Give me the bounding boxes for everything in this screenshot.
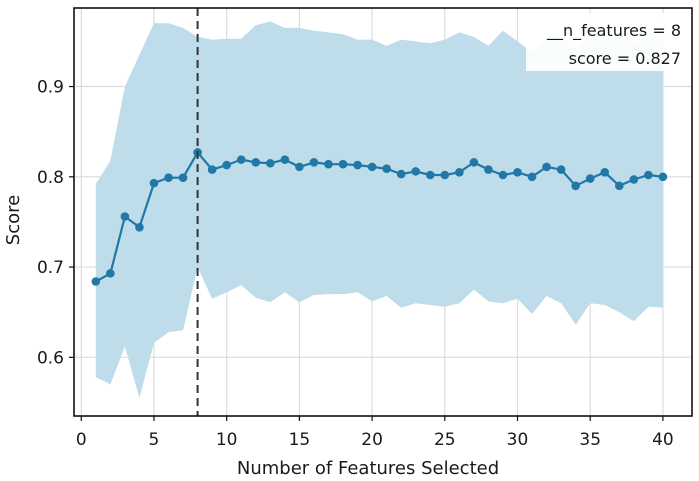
- score-point: [411, 167, 421, 176]
- score-point: [396, 169, 406, 179]
- y-axis-label: Score: [3, 195, 24, 245]
- x-tick-label: 20: [361, 430, 383, 450]
- score-point: [178, 173, 188, 182]
- score-point: [295, 162, 304, 172]
- score-point: [236, 155, 246, 164]
- score-point: [542, 162, 551, 172]
- score-std-band: [95, 21, 663, 398]
- legend-line-score: score = 0.827: [569, 49, 681, 68]
- score-point: [585, 174, 595, 183]
- x-tick-label: 0: [76, 430, 87, 450]
- y-axis-ticks: 0.6 0.7 0.8 0.9: [37, 78, 74, 368]
- score-point: [367, 162, 377, 172]
- score-point: [135, 223, 144, 232]
- score-point: [571, 181, 580, 191]
- x-tick-label: 30: [507, 430, 529, 450]
- score-point: [222, 160, 231, 170]
- score-line-series: [95, 151, 664, 283]
- y-tick-label: 0.8: [37, 168, 64, 188]
- score-point: [527, 172, 537, 182]
- score-point: [644, 170, 653, 180]
- legend-box: [526, 13, 687, 71]
- score-point: [338, 159, 348, 169]
- score-point: [629, 175, 639, 184]
- score-point: [106, 269, 115, 278]
- x-tick-label: 5: [149, 430, 160, 450]
- score-point: [251, 158, 261, 167]
- score-point: [164, 173, 173, 182]
- y-tick-label: 0.7: [37, 258, 64, 278]
- y-tick-label: 0.6: [37, 348, 64, 368]
- score-point: [382, 164, 391, 173]
- x-tick-label: 35: [579, 430, 601, 450]
- score-point: [353, 160, 362, 170]
- score-point: [658, 172, 668, 182]
- score-point: [266, 158, 275, 168]
- y-tick-label: 0.9: [37, 78, 64, 98]
- score-point: [309, 158, 319, 167]
- x-tick-label: 15: [289, 430, 311, 450]
- x-tick-label: 25: [434, 430, 456, 450]
- score-point: [324, 159, 333, 169]
- score-points: [91, 148, 668, 286]
- confidence-band: [95, 21, 663, 398]
- score-point: [498, 170, 508, 180]
- score-line: [95, 151, 664, 283]
- legend-line-n-features: __n_features = 8: [546, 21, 681, 41]
- score-point: [513, 167, 522, 177]
- score-point: [556, 165, 566, 174]
- x-tick-label: 40: [652, 430, 674, 450]
- legend: __n_features = 8 score = 0.827: [526, 13, 687, 71]
- score-point: [149, 178, 159, 188]
- score-point: [455, 167, 464, 177]
- score-point: [425, 170, 435, 180]
- score-point: [280, 155, 290, 164]
- score-point: [91, 277, 101, 286]
- score-point: [440, 170, 450, 180]
- score-point: [600, 167, 610, 177]
- score-point: [207, 165, 217, 174]
- score-point: [469, 158, 479, 167]
- score-point: [614, 181, 624, 191]
- x-tick-label: 10: [216, 430, 238, 450]
- plot-frame: [73, 7, 693, 417]
- x-axis-ticks: 0 5 10 15 20 25 30 35 40: [76, 416, 674, 450]
- score-point: [484, 165, 493, 174]
- score-point: [120, 212, 130, 221]
- x-axis-label: Number of Features Selected: [237, 458, 499, 479]
